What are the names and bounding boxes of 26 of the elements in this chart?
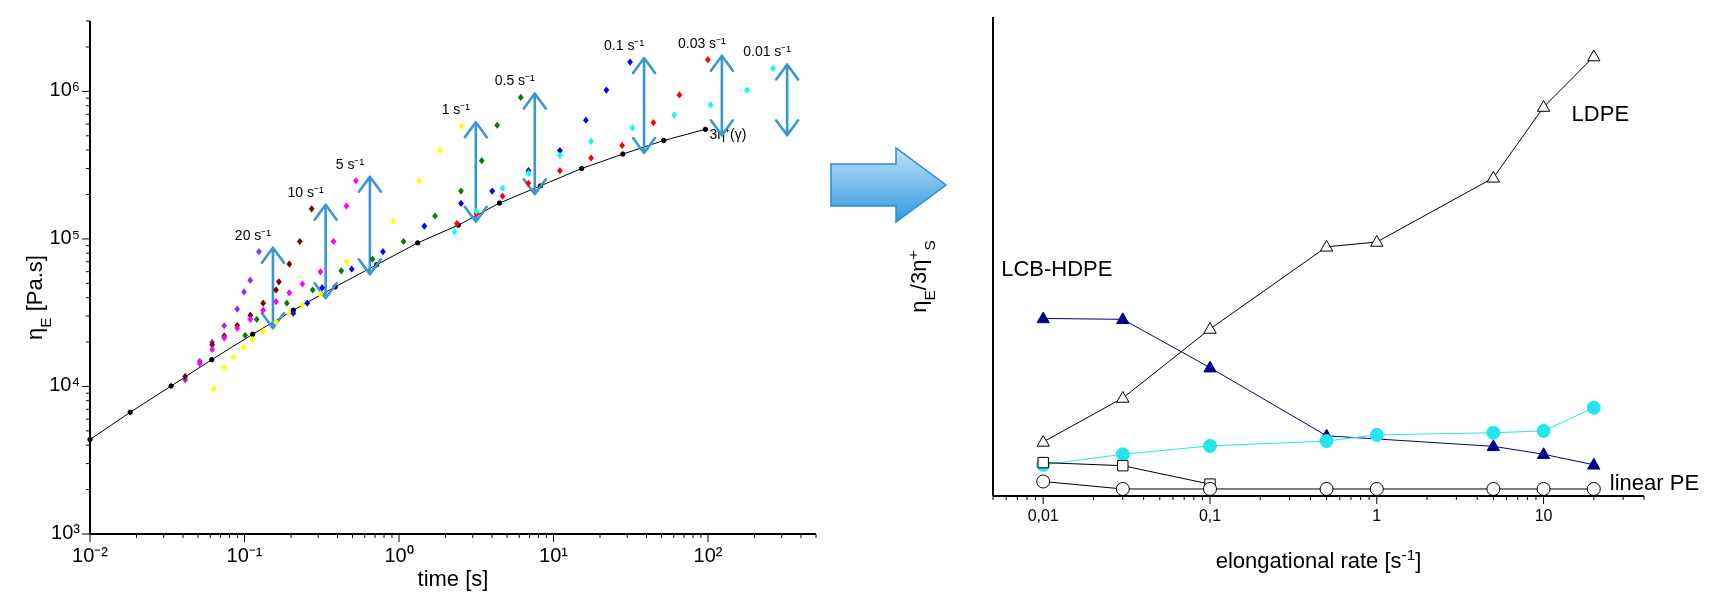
series-label: LDPE — [1571, 100, 1630, 126]
series-label: 0.1 s⁻¹ — [604, 37, 645, 54]
x-axis-title: time [s] — [417, 566, 489, 591]
y-tick-label: 10⁵ — [49, 226, 80, 249]
x-tick-label: 10 — [1534, 506, 1553, 524]
y-tick-label: 10⁴ — [49, 373, 80, 396]
series-label: linear PE — [1609, 469, 1700, 495]
series-label: 0.5 s⁻¹ — [494, 72, 536, 89]
series-label: 1 s⁻¹ — [441, 101, 471, 118]
y-tick-label: 10³ — [51, 521, 81, 544]
x-tick-label: 1 — [1372, 506, 1382, 524]
series-label: 0.01 s⁻¹ — [743, 43, 792, 60]
series-label: 0.03 s⁻¹ — [677, 34, 727, 51]
x-tick-label: 10⁻² — [72, 544, 109, 566]
series-label: 10 s⁻¹ — [287, 183, 325, 200]
series-label: 5 s⁻¹ — [335, 155, 365, 172]
series-label: 20 s⁻¹ — [234, 226, 272, 243]
y-tick-label: 10⁶ — [49, 78, 80, 101]
x-tick-label: 0,1 — [1198, 506, 1222, 524]
x-tick-label: 10¹ — [539, 544, 569, 566]
x-tick-label: 10⁰ — [384, 544, 414, 566]
series-label: LCB-HDPE — [1001, 256, 1113, 282]
x-tick-label: 10⁻¹ — [226, 544, 263, 566]
x-tick-label: 0,01 — [1027, 506, 1059, 524]
x-axis-title: elongational rate [s$^{-1}$] — [1215, 545, 1422, 573]
x-tick-label: 10² — [693, 544, 723, 566]
